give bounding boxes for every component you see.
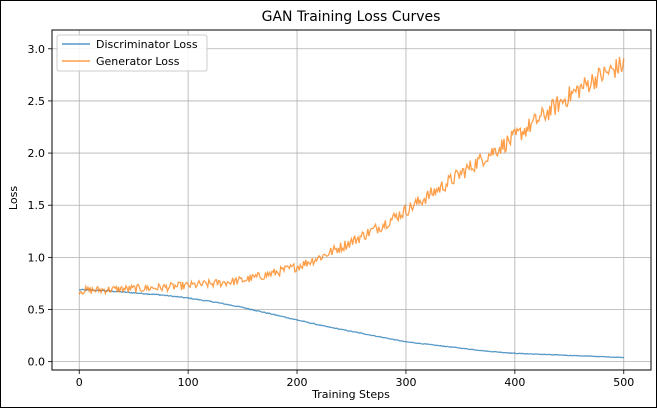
- x-tick-label-5: 500: [613, 376, 634, 389]
- axis-ticks: 0 100 200 300 400 500 0.0 0.5 1.0 1.5 2.0 2.5 3.0: [28, 43, 635, 389]
- x-tick-label-3: 300: [395, 376, 416, 389]
- x-tick-label-1: 100: [178, 376, 199, 389]
- series-line-discriminator-loss: [79, 288, 624, 359]
- legend-label-generator: Generator Loss: [96, 55, 180, 68]
- y-tick-label-2: 1.0: [28, 251, 46, 264]
- x-tick-label-2: 200: [287, 376, 308, 389]
- legend: Discriminator Loss Generator Loss: [56, 34, 208, 72]
- y-tick-label-3: 1.5: [28, 199, 46, 212]
- y-axis-label: Loss: [7, 186, 20, 210]
- y-tick-label-4: 2.0: [28, 147, 46, 160]
- legend-box: [56, 34, 208, 72]
- y-tick-label-6: 3.0: [28, 43, 46, 56]
- grid-lines: [52, 30, 651, 370]
- x-axis-label: Training Steps: [311, 388, 390, 401]
- series-lines: [78, 56, 625, 359]
- x-tick-label-4: 400: [504, 376, 525, 389]
- y-tick-label-1: 0.5: [28, 304, 46, 317]
- legend-label-discriminator: Discriminator Loss: [96, 38, 198, 51]
- y-tick-label-5: 2.5: [28, 95, 46, 108]
- x-tick-label-0: 0: [76, 376, 83, 389]
- chart-title: GAN Training Loss Curves: [262, 9, 441, 25]
- series-line-generator-loss: [78, 56, 625, 296]
- plot-area-frame: [51, 29, 652, 371]
- y-tick-label-0: 0.0: [28, 356, 46, 369]
